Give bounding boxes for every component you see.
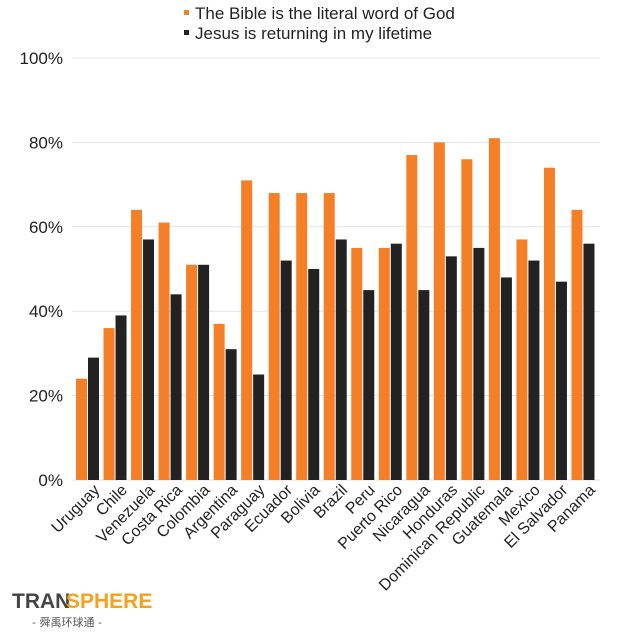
y-tick-label: 60% bbox=[29, 218, 63, 237]
bar-bible-literal bbox=[213, 323, 225, 480]
legend-swatch bbox=[184, 30, 189, 35]
logo-text-orange: SPHERE bbox=[66, 590, 152, 613]
bar-jesus-returning bbox=[390, 243, 402, 480]
bar-bible-literal bbox=[378, 247, 390, 480]
bar-jesus-returning bbox=[583, 243, 595, 480]
bar-bible-literal bbox=[433, 142, 445, 480]
bar-jesus-returning bbox=[473, 247, 485, 480]
y-tick-label: 20% bbox=[29, 387, 63, 406]
bar-bible-literal bbox=[296, 193, 308, 481]
bar-jesus-returning bbox=[335, 239, 347, 480]
bar-bible-literal bbox=[268, 193, 280, 481]
y-tick-label: 80% bbox=[29, 133, 63, 152]
bar-jesus-returning bbox=[528, 260, 540, 480]
bar-jesus-returning bbox=[225, 349, 237, 480]
bar-jesus-returning bbox=[363, 290, 375, 480]
bar-bible-literal bbox=[406, 155, 418, 480]
legend-label: The Bible is the literal word of God bbox=[195, 4, 455, 23]
bar-jesus-returning bbox=[280, 260, 292, 480]
bar-bible-literal bbox=[103, 328, 115, 480]
bar-jesus-returning bbox=[555, 281, 567, 480]
bar-jesus-returning bbox=[445, 256, 457, 480]
bar-bible-literal bbox=[158, 222, 170, 480]
bar-bible-literal bbox=[131, 209, 143, 481]
bar-bible-literal bbox=[488, 138, 500, 480]
y-tick-label: 0% bbox=[38, 471, 63, 490]
bar-jesus-returning bbox=[308, 269, 320, 480]
bar-bible-literal bbox=[76, 378, 87, 480]
bar-jesus-returning bbox=[198, 264, 210, 480]
bar-bible-literal bbox=[571, 209, 583, 481]
bar-bible-literal bbox=[516, 239, 528, 480]
bar-jesus-returning bbox=[500, 277, 512, 480]
bar-jesus-returning bbox=[88, 357, 99, 480]
legend-swatch bbox=[184, 10, 189, 15]
y-tick-label: 100% bbox=[20, 49, 63, 68]
bar-jesus-returning bbox=[143, 239, 155, 480]
y-tick-label: 40% bbox=[29, 302, 63, 321]
legend-label: Jesus is returning in my lifetime bbox=[195, 24, 432, 43]
logo-subtext: - 舜禹环球通 - bbox=[32, 615, 102, 629]
bar-bible-literal bbox=[186, 264, 198, 480]
logo-text-dark: TRAN bbox=[12, 590, 70, 613]
bar-bible-literal bbox=[351, 247, 363, 480]
bar-bible-literal bbox=[543, 167, 555, 480]
bar-jesus-returning bbox=[170, 294, 182, 480]
bar-jesus-returning bbox=[418, 290, 430, 480]
bar-bible-literal bbox=[323, 193, 335, 481]
bar-jesus-returning bbox=[253, 374, 265, 480]
bar-bible-literal bbox=[241, 180, 253, 480]
bar-bible-literal bbox=[461, 159, 473, 480]
transphere-logo: TRAN SPHERE - 舜禹环球通 - bbox=[12, 590, 152, 629]
bar-jesus-returning bbox=[115, 315, 127, 480]
